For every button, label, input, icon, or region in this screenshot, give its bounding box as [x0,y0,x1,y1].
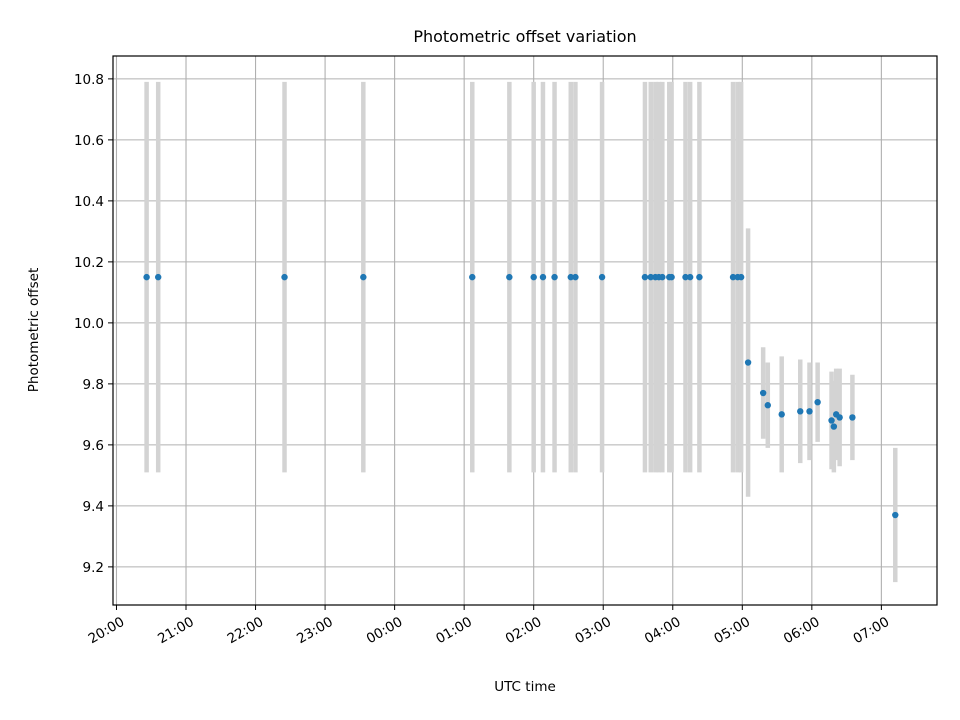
x-axis-label: UTC time [494,679,556,695]
y-axis-label: Photometric offset [26,268,42,392]
y-tick-label: 9.6 [83,438,104,454]
data-point [598,273,606,281]
grid [113,56,937,605]
y-tick-label: 9.2 [83,560,104,576]
chart-title: Photometric offset variation [413,27,636,46]
data-point [806,408,813,415]
y-tick-label: 9.8 [83,377,104,393]
data-point [778,411,785,418]
data-point [686,273,694,281]
data-point [814,398,821,406]
data-point [143,273,150,281]
y-tick-label: 10.4 [74,194,104,210]
y-axis: 9.2 9.4 9.6 9.8 10.0 10.2 10.4 10.6 10.8 [74,72,113,576]
data-point [659,273,666,281]
data-point [836,414,843,421]
data-point [154,273,162,281]
data-point [849,414,856,421]
data-point [551,273,558,281]
data-point [506,273,513,281]
data-point [469,273,476,281]
data-point [360,273,367,281]
data-point [759,389,767,397]
y-tick-label: 10.8 [74,72,104,88]
data-point [668,273,675,281]
data-point [830,423,838,430]
data-point [737,273,745,281]
data-point [892,511,899,519]
data-point [530,273,537,281]
data-point [539,273,547,281]
data-point [764,402,771,409]
data-point [572,273,579,281]
data-point [641,273,649,281]
y-tick-label: 9.4 [83,499,104,515]
data-point [744,359,752,366]
data-point [797,408,804,415]
data-point [567,273,574,281]
data-point [828,417,835,424]
data-point [647,273,654,281]
y-tick-label: 10.0 [74,316,104,332]
data-point [281,273,288,281]
plot-frame [112,55,938,606]
data-point [729,273,737,281]
y-tick-label: 10.6 [74,133,104,149]
data-point [696,273,703,281]
data-point [682,273,689,281]
y-tick-label: 10.2 [74,255,104,271]
data-points [143,273,899,519]
